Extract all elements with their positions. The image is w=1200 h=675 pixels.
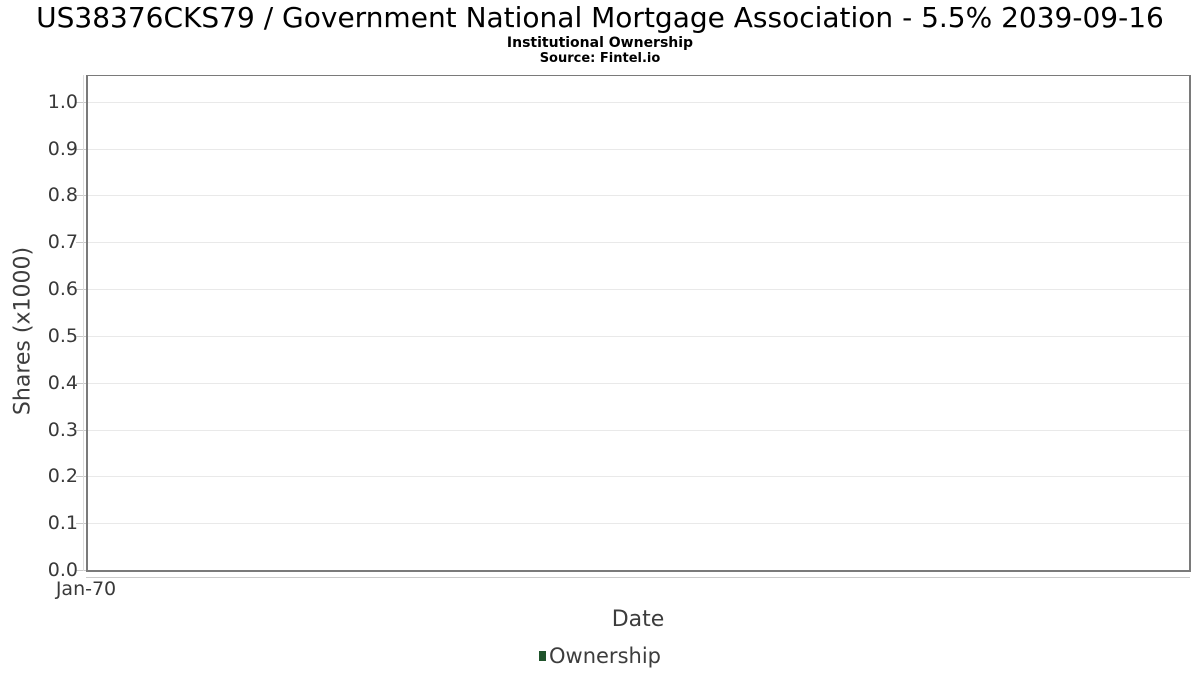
y-tick-mark (76, 476, 86, 477)
y-tick-label: 0.0 (47, 559, 78, 581)
x-axis-title: Date (611, 607, 665, 632)
chart-title: US38376CKS79 / Government National Mortg… (36, 1, 1164, 34)
y-gridline (88, 149, 1189, 150)
y-tick-mark (76, 289, 86, 290)
y-tick-label: 0.4 (47, 372, 78, 394)
y-tick-mark (76, 383, 86, 384)
y-tick-label: 0.6 (47, 278, 78, 300)
y-gridline (88, 336, 1189, 337)
y-tick-label: 0.1 (47, 512, 78, 534)
chart-subtitle: Institutional Ownership (506, 35, 694, 51)
y-gridline (88, 289, 1189, 290)
y-tick-label: 1.0 (47, 91, 78, 113)
y-tick-label: 0.7 (47, 231, 78, 253)
y-gridline (88, 195, 1189, 196)
legend-label: Ownership (549, 644, 661, 668)
chart-source-credit: Source: Fintel.io (539, 51, 661, 66)
y-gridline (88, 476, 1189, 477)
y-tick-mark (76, 102, 86, 103)
y-gridline (88, 102, 1189, 103)
y-gridline (88, 430, 1189, 431)
x-gridline (83, 75, 84, 571)
y-tick-mark (76, 570, 86, 571)
y-tick-label: 0.5 (47, 325, 78, 347)
y-tick-mark (76, 195, 86, 196)
x-axis-line (86, 577, 1190, 578)
y-gridline (88, 523, 1189, 524)
y-gridline (88, 383, 1189, 384)
x-tick-label: Jan-70 (55, 578, 117, 600)
y-gridline (88, 242, 1189, 243)
y-tick-mark (76, 336, 86, 337)
y-tick-mark (76, 523, 86, 524)
chart-legend: Ownership (0, 643, 1200, 670)
plot-area (86, 75, 1191, 572)
y-tick-label: 0.9 (47, 138, 78, 160)
y-tick-label: 0.3 (47, 419, 78, 441)
legend-swatch-icon (539, 651, 546, 661)
y-tick-mark (76, 430, 86, 431)
y-tick-label: 0.8 (47, 184, 78, 206)
y-tick-label: 0.2 (47, 465, 78, 487)
y-tick-mark (76, 242, 86, 243)
y-tick-mark (76, 149, 86, 150)
legend-item: Ownership (539, 643, 661, 670)
